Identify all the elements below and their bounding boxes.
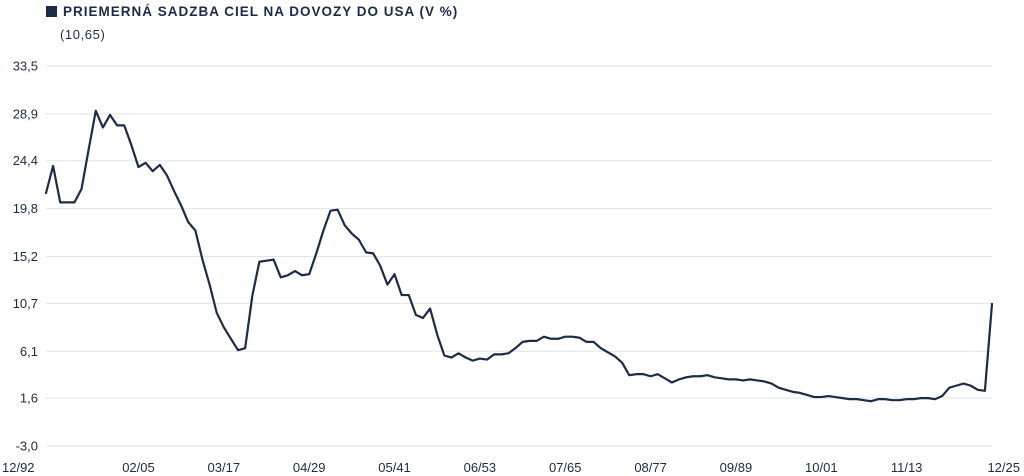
series-line <box>44 109 994 403</box>
x-tick-label: 03/17 <box>208 460 241 475</box>
x-tick-label: 05/41 <box>378 460 411 475</box>
x-tick-label: 10/01 <box>805 460 838 475</box>
x-tick-label: 02/05 <box>122 460 155 475</box>
y-tick-label: 33,5 <box>13 59 38 74</box>
y-tick-label: -3,0 <box>16 439 38 454</box>
x-tick-label: 08/77 <box>634 460 667 475</box>
y-tick-label: 1,6 <box>20 391 38 406</box>
x-tick-label: 06/53 <box>464 460 497 475</box>
x-tick-label: 12/25 <box>987 460 1020 475</box>
grid-lines <box>46 65 992 447</box>
x-tick-label: 07/65 <box>549 460 582 475</box>
y-tick-label: 19,8 <box>13 201 38 216</box>
y-tick-label: 24,4 <box>13 153 38 168</box>
y-tick-label: 10,7 <box>13 296 38 311</box>
x-tick-label: 09/89 <box>720 460 753 475</box>
x-tick-label: 04/29 <box>293 460 326 475</box>
x-tick-label: 11/13 <box>891 460 923 475</box>
chart-title: PRIEMERNÁ SADZBA CIEL NA DOVOZY DO USA (… <box>63 4 459 19</box>
x-tick-label: 12/92 <box>2 460 35 475</box>
y-tick-label: 15,2 <box>13 249 38 264</box>
legend-square-icon <box>46 6 57 17</box>
y-tick-label: 6,1 <box>20 344 38 359</box>
chart-title-row: PRIEMERNÁ SADZBA CIEL NA DOVOZY DO USA (… <box>46 4 458 19</box>
x-axis-ticks: 12/92 02/05 03/17 04/29 05/41 06/53 07/65 08/77… <box>2 460 1020 475</box>
y-axis-ticks: 33,5 28,9 24,4 19,8 15,2 10,7 6,1 1,6 -3,0 <box>13 59 38 454</box>
y-tick-label: 28,9 <box>13 106 38 121</box>
chart-subtitle: (10,65) <box>60 27 106 42</box>
